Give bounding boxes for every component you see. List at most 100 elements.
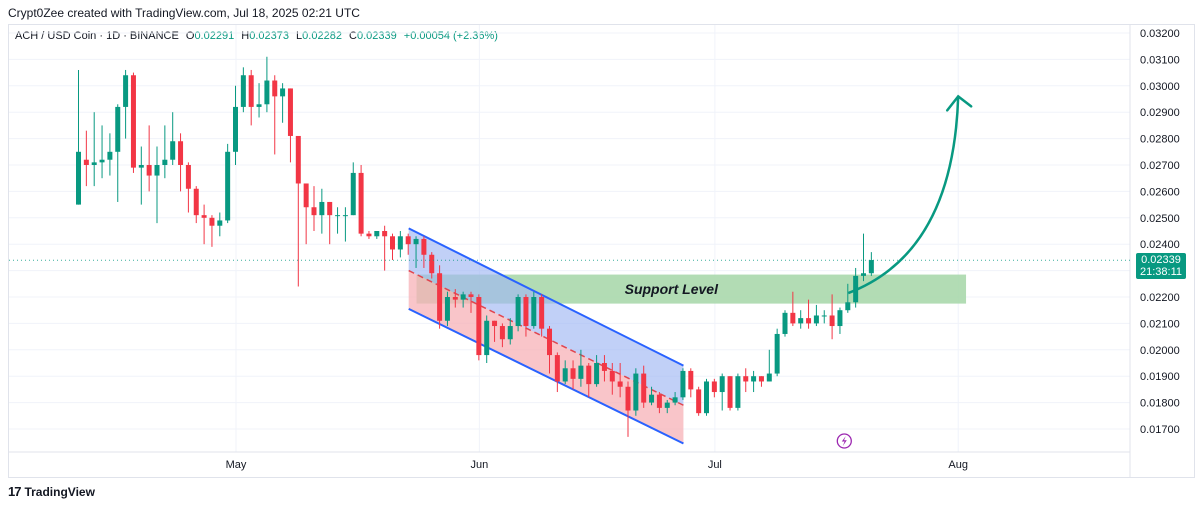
candle-body bbox=[562, 368, 568, 382]
candle-body bbox=[319, 201, 325, 216]
y-tick-label: 0.02400 bbox=[1140, 239, 1180, 251]
x-tick-label: Aug bbox=[948, 459, 968, 471]
candle-body bbox=[743, 376, 749, 382]
candle-body bbox=[460, 294, 466, 300]
candle-body bbox=[123, 75, 129, 107]
candle bbox=[225, 143, 231, 224]
candle-body bbox=[813, 315, 819, 324]
candle bbox=[515, 294, 521, 332]
candle-body bbox=[107, 151, 113, 160]
x-tick-label: Jul bbox=[708, 459, 722, 471]
candle bbox=[696, 386, 702, 416]
chart-frame bbox=[8, 24, 1195, 478]
candle bbox=[743, 368, 749, 393]
y-tick-label: 0.03200 bbox=[1140, 28, 1180, 40]
candle bbox=[350, 162, 356, 216]
y-tick-label: 0.02700 bbox=[1140, 160, 1180, 172]
candle-body bbox=[806, 318, 812, 324]
candle-body bbox=[342, 215, 348, 217]
candle bbox=[280, 83, 286, 123]
candle-body bbox=[609, 370, 615, 382]
candle bbox=[421, 236, 427, 268]
candle-body bbox=[335, 215, 341, 217]
candle-body bbox=[421, 238, 427, 255]
candle-body bbox=[570, 368, 576, 379]
high-label: H bbox=[241, 30, 250, 42]
candle bbox=[711, 378, 717, 398]
candle bbox=[311, 186, 317, 231]
candle-body bbox=[751, 376, 757, 382]
candle bbox=[248, 69, 254, 126]
candle-body bbox=[704, 381, 709, 414]
candle bbox=[287, 88, 293, 163]
y-tick-label: 0.01900 bbox=[1140, 371, 1180, 383]
candle-body bbox=[484, 320, 490, 356]
candle bbox=[342, 207, 348, 242]
candle-body bbox=[366, 233, 372, 237]
candle bbox=[853, 267, 859, 308]
y-tick-label: 0.02100 bbox=[1140, 318, 1180, 330]
candle bbox=[821, 310, 827, 324]
candle bbox=[649, 386, 655, 406]
candle bbox=[437, 265, 443, 329]
candle-body bbox=[178, 141, 184, 165]
candle-body bbox=[240, 75, 246, 107]
candle bbox=[115, 104, 121, 202]
candle bbox=[476, 294, 482, 361]
candle bbox=[688, 368, 694, 398]
candle-body bbox=[233, 106, 238, 152]
candle bbox=[625, 381, 631, 437]
tradingview-logo-icon: 17 bbox=[8, 484, 22, 499]
candle bbox=[170, 112, 176, 165]
candle-body bbox=[719, 376, 725, 393]
candle bbox=[382, 225, 388, 271]
candle-body bbox=[154, 165, 160, 176]
candle bbox=[531, 291, 537, 329]
candle bbox=[586, 363, 592, 398]
open-label: O bbox=[185, 30, 195, 42]
candle bbox=[523, 294, 529, 337]
candle-body bbox=[350, 172, 356, 216]
candle bbox=[83, 130, 89, 187]
candle-body bbox=[499, 326, 505, 340]
candle-body bbox=[696, 389, 702, 414]
candle bbox=[295, 135, 301, 287]
candle-body bbox=[280, 88, 286, 97]
candle-body bbox=[327, 201, 333, 216]
candle bbox=[727, 376, 733, 411]
candle-body bbox=[492, 320, 498, 327]
candle-body bbox=[837, 310, 843, 327]
candle bbox=[782, 310, 788, 337]
tradingview-footer[interactable]: 17 TradingView bbox=[8, 484, 95, 499]
candle-body bbox=[586, 365, 592, 385]
candle bbox=[201, 204, 207, 245]
candle-body bbox=[99, 159, 105, 163]
y-tick-label: 0.02200 bbox=[1140, 292, 1180, 304]
candle-body bbox=[390, 236, 395, 250]
candle bbox=[405, 233, 411, 255]
candle bbox=[633, 368, 639, 416]
channel-lower-line bbox=[408, 307, 684, 445]
candle bbox=[193, 186, 199, 224]
candle bbox=[664, 399, 670, 414]
candle-body bbox=[217, 220, 223, 226]
candle-body bbox=[311, 207, 317, 216]
candle bbox=[845, 283, 851, 313]
y-tick-label: 0.03100 bbox=[1140, 54, 1180, 66]
candle-body bbox=[861, 273, 866, 276]
candle bbox=[507, 318, 513, 345]
candle bbox=[829, 294, 835, 340]
candle bbox=[444, 291, 450, 327]
candle-body bbox=[766, 373, 772, 382]
candle-body bbox=[649, 394, 655, 403]
candle bbox=[656, 392, 662, 414]
candle bbox=[178, 133, 184, 192]
candle-body bbox=[727, 376, 733, 408]
candle bbox=[358, 165, 364, 237]
candle bbox=[751, 370, 757, 393]
candle bbox=[233, 85, 238, 165]
candle-body bbox=[641, 373, 647, 403]
candle-body bbox=[547, 328, 552, 356]
y-tick-label: 0.03000 bbox=[1140, 81, 1180, 93]
